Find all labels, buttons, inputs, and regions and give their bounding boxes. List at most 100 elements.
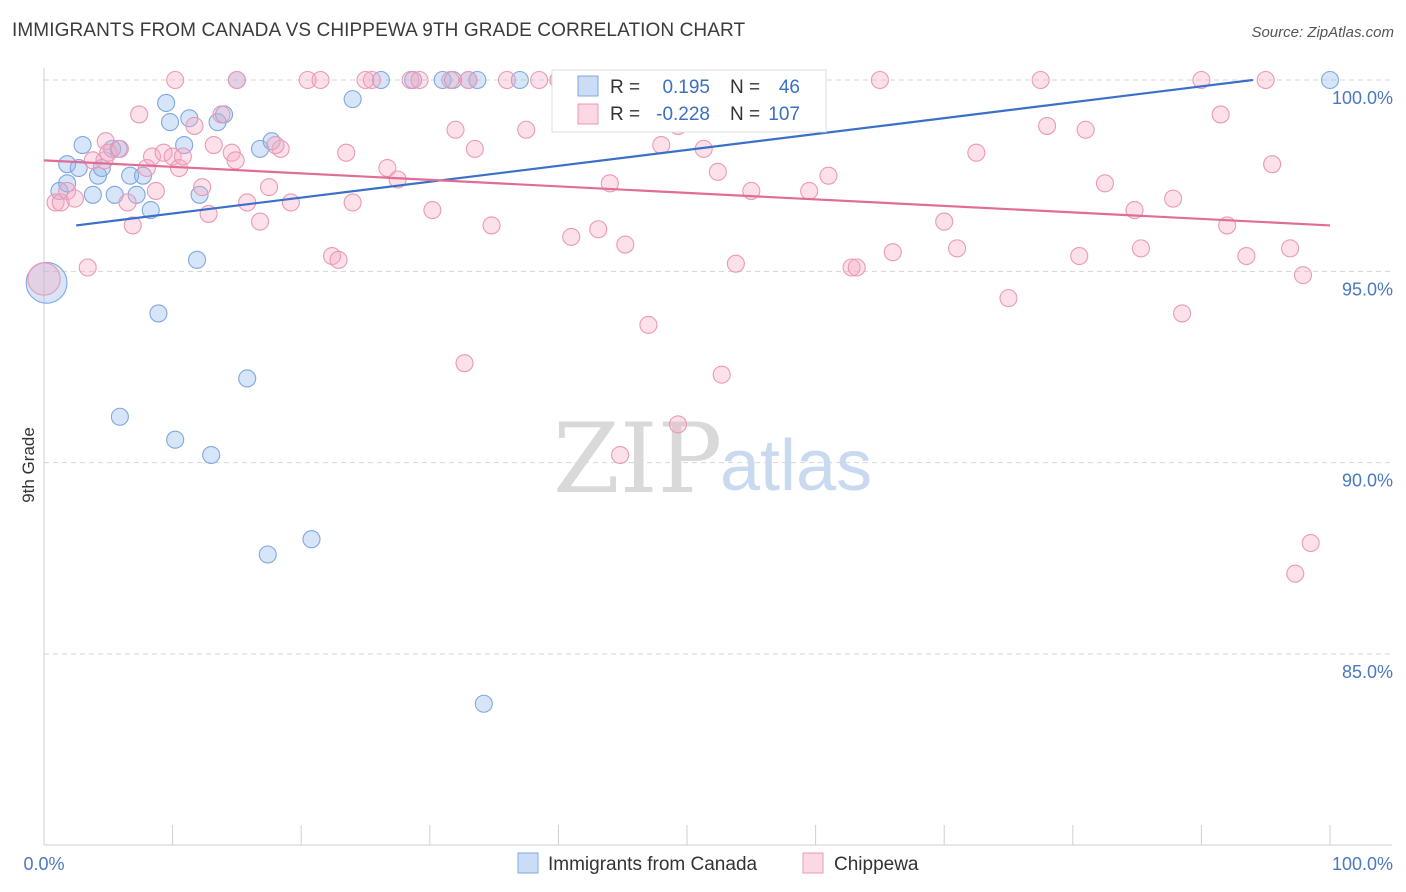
data-point-pink	[1038, 116, 1057, 135]
data-point-pink	[441, 70, 460, 90]
data-point-pink	[146, 181, 165, 201]
data-point-pink	[1301, 533, 1320, 553]
data-point-pink	[137, 158, 156, 178]
data-point-pink	[600, 174, 619, 193]
data-point-pink	[530, 70, 549, 90]
trend-layer	[43, 78, 1331, 227]
legend-pink-swatch	[802, 852, 824, 874]
data-point-pink	[329, 250, 348, 269]
data-point-pink	[1293, 266, 1313, 285]
data-point-pink	[935, 212, 954, 231]
data-point-pink	[455, 354, 474, 373]
data-point-pink	[1173, 304, 1192, 323]
data-point-blue	[510, 70, 529, 90]
data-point-blue	[202, 445, 221, 465]
data-point-pink	[212, 105, 231, 124]
data-point-pink	[99, 143, 118, 162]
data-point-pink	[1192, 70, 1211, 90]
data-point-blue	[58, 174, 77, 193]
data-point-pink	[281, 193, 300, 212]
data-point-blue	[50, 181, 69, 201]
data-point-pink	[1131, 239, 1151, 258]
axis-layer: 100.0% 95.0% 90.0% 85.0% 0.0% 100.0%	[23, 68, 1393, 874]
data-point-pink	[1237, 246, 1256, 266]
data-point-blue	[258, 545, 277, 564]
data-point-blue	[141, 201, 160, 220]
data-point-blue	[110, 407, 129, 426]
data-point-pink	[999, 289, 1018, 308]
data-point-pink	[639, 315, 658, 334]
data-point-blue	[73, 136, 92, 155]
data-point-pink	[967, 143, 986, 162]
x-tick-label: 0.0%	[23, 854, 64, 874]
data-point-pink	[410, 70, 429, 90]
data-point-pink	[110, 139, 129, 158]
data-point-pink	[65, 189, 84, 208]
data-point-pink	[1256, 70, 1275, 90]
data-point-blue	[433, 70, 452, 90]
data-point-blue	[175, 136, 194, 155]
stats-blue-r-value: 0.195	[662, 77, 710, 98]
data-point-pink	[27, 262, 61, 296]
data-point-pink	[562, 227, 581, 246]
stats-blue-n-label: N =	[730, 77, 760, 98]
legend-blue-swatch	[517, 852, 539, 874]
data-point-blue	[343, 90, 362, 109]
data-point-pink	[423, 201, 442, 220]
data-point-pink	[51, 193, 70, 212]
data-point-pink	[1263, 155, 1282, 174]
data-point-pink	[1211, 105, 1230, 124]
stats-pink-n-value: 107	[768, 104, 800, 125]
data-point-pink	[712, 365, 731, 384]
data-point-pink	[123, 216, 142, 235]
x-tick-label: 100.0%	[1332, 854, 1393, 874]
data-point-pink	[668, 415, 688, 434]
data-point-blue	[149, 304, 168, 323]
stats-blue-swatch	[577, 75, 599, 97]
data-point-pink	[1164, 189, 1183, 208]
legend-pink-label: Chippewa	[834, 854, 919, 875]
data-point-pink	[226, 151, 245, 170]
data-point-pink	[298, 70, 317, 90]
data-point-pink	[166, 70, 185, 90]
data-point-pink	[652, 136, 671, 155]
data-point-pink	[78, 258, 97, 277]
source-credit: Source: ZipAtlas.com	[1251, 24, 1394, 41]
data-point-pink	[173, 147, 192, 166]
data-point-pink	[46, 193, 65, 212]
data-point-pink	[193, 178, 212, 197]
bottom-legend: Immigrants from Canada Chippewa	[517, 852, 919, 875]
trend-line-pink	[43, 159, 1331, 227]
data-point-pink	[250, 212, 270, 231]
data-point-pink	[883, 243, 902, 262]
points-layer	[25, 70, 1340, 713]
y-tick-label: 95.0%	[1342, 279, 1393, 299]
data-point-pink	[118, 193, 137, 212]
data-point-pink	[311, 70, 330, 90]
data-point-pink	[96, 132, 115, 151]
data-point-blue	[157, 93, 176, 113]
data-point-pink	[266, 136, 285, 155]
data-point-pink	[1076, 120, 1095, 139]
data-point-pink	[204, 136, 223, 155]
stats-legend: R = 0.195 N = 46 R = -0.228 N = 107	[551, 69, 827, 133]
data-point-blue	[121, 166, 140, 185]
data-point-pink	[259, 178, 279, 197]
y-tick-label: 100.0%	[1332, 88, 1393, 108]
data-point-pink	[482, 216, 501, 235]
data-point-blue	[238, 369, 257, 388]
data-point-pink	[58, 181, 77, 201]
stats-pink-n-label: N =	[730, 104, 760, 125]
data-point-pink	[497, 70, 517, 90]
stats-pink-r-label: R =	[610, 104, 640, 125]
data-point-pink	[378, 158, 397, 178]
data-point-pink	[1070, 246, 1089, 266]
data-point-pink	[948, 239, 967, 258]
stats-blue-n-value: 46	[779, 77, 800, 98]
data-point-pink	[185, 116, 204, 135]
data-point-blue	[58, 155, 77, 174]
data-point-pink	[227, 70, 246, 90]
y-tick-label: 85.0%	[1342, 662, 1393, 682]
data-point-pink	[847, 258, 866, 277]
